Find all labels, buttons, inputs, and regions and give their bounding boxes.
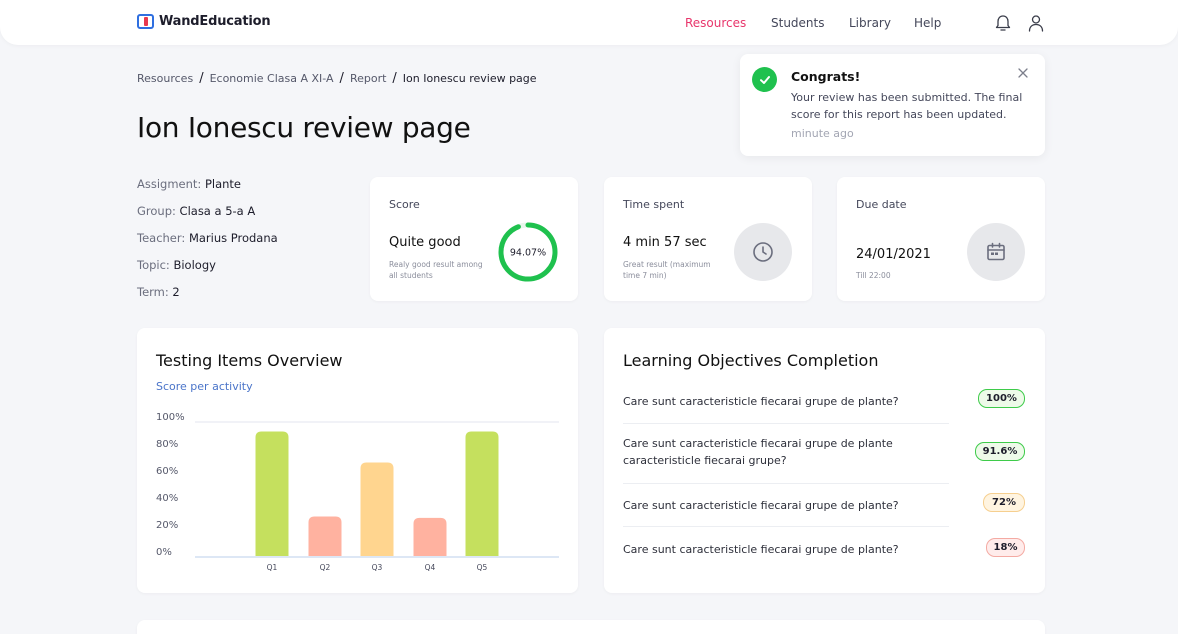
breadcrumb-resources[interactable]: Resources	[137, 72, 194, 85]
y-tick-label: 40%	[156, 493, 179, 504]
assignment-meta: Assigment: Plante Group: Clasa a 5-a A T…	[137, 177, 278, 312]
objective-percent-badge: 18%	[986, 538, 1025, 557]
x-tick-label: Q3	[371, 563, 383, 572]
objective-divider	[623, 423, 949, 424]
bar-q3	[360, 462, 394, 557]
check-icon	[752, 67, 777, 92]
nav-help[interactable]: Help	[914, 16, 942, 30]
score-description: Realy good result among all students	[389, 260, 483, 280]
top-header: WandEducation Resources Students Library…	[0, 0, 1178, 45]
nav-students[interactable]: Students	[771, 16, 825, 30]
x-tick-label: Q5	[476, 563, 488, 572]
objective-text: Care sunt caracteristicle fiecarai grupe…	[623, 499, 899, 512]
nav-resources[interactable]: Resources	[685, 16, 747, 30]
x-tick-label: Q2	[319, 563, 331, 572]
meta-label: Term:	[137, 285, 169, 299]
brand-name: WandEducation	[159, 14, 271, 29]
objective-divider	[623, 483, 949, 484]
time-title: Time spent	[623, 198, 685, 211]
breadcrumb-current: Ion Ionescu review page	[402, 72, 537, 85]
toast-timestamp: minute ago	[791, 127, 854, 140]
nav-library[interactable]: Library	[849, 16, 891, 30]
user-icon[interactable]	[1026, 13, 1046, 33]
time-value: 4 min 57 sec	[623, 235, 707, 250]
bar-q5	[465, 431, 499, 557]
meta-value: Plante	[204, 177, 242, 191]
bell-icon[interactable]	[993, 13, 1013, 33]
bar-q1	[255, 431, 289, 557]
meta-value: Clasa a 5-a A	[179, 204, 256, 218]
score-ring: 94.07%	[498, 222, 558, 282]
calendar-icon	[987, 242, 1005, 261]
meta-topic: Topic: Biology	[137, 258, 278, 285]
y-tick-label: 100%	[156, 412, 185, 423]
bar-chart	[195, 421, 559, 558]
x-tick-label: Q1	[266, 563, 278, 572]
meta-label: Topic:	[137, 258, 170, 272]
breadcrumb-class[interactable]: Economie Clasa A XI-A	[209, 72, 334, 85]
y-tick-label: 60%	[156, 466, 179, 477]
objective-percent-badge: 100%	[978, 389, 1025, 408]
bar-q2	[308, 516, 342, 557]
brand-logo[interactable]: WandEducation	[137, 14, 271, 29]
breadcrumb: Resources / Economie Clasa A XI-A / Repo…	[137, 72, 537, 85]
objective-percent-badge: 72%	[983, 493, 1025, 512]
objective-divider	[623, 526, 949, 527]
clock-icon	[753, 242, 773, 262]
breadcrumb-separator: /	[339, 71, 344, 86]
meta-label: Assigment:	[137, 177, 202, 191]
toast-title: Congrats!	[791, 69, 861, 84]
score-title: Score	[389, 198, 420, 211]
meta-value: Biology	[173, 258, 216, 272]
time-description: Great result (maximum time 7 min)	[623, 260, 711, 280]
breadcrumb-report[interactable]: Report	[349, 72, 387, 85]
breadcrumb-separator: /	[199, 71, 204, 86]
meta-term: Term: 2	[137, 285, 278, 312]
x-tick-label: Q4	[424, 563, 436, 572]
testing-overview-panel: Testing Items Overview Score per activit…	[137, 328, 578, 593]
meta-value: Marius Prodana	[188, 231, 278, 245]
meta-value: 2	[172, 285, 180, 299]
meta-assignment: Assigment: Plante	[137, 177, 278, 204]
meta-teacher: Teacher: Marius Prodana	[137, 231, 278, 258]
meta-label: Group:	[137, 204, 176, 218]
toast-message: Your review has been submitted. The fina…	[791, 91, 1023, 121]
clock-icon-wrap	[734, 223, 792, 281]
objectives-title: Learning Objectives Completion	[623, 351, 879, 370]
objective-text: Care sunt caracteristicle fiecarai grupe…	[623, 437, 893, 467]
due-date-value: 24/01/2021	[856, 247, 931, 262]
due-time: Till 22:00	[856, 271, 891, 280]
close-icon[interactable]	[1016, 66, 1030, 80]
due-date-card: Due date 24/01/2021 Till 22:00	[837, 177, 1045, 301]
objective-percent-badge: 91.6%	[975, 442, 1025, 461]
objective-text: Care sunt caracteristicle fiecarai grupe…	[623, 543, 899, 556]
y-tick-label: 20%	[156, 520, 179, 531]
logo-icon	[137, 14, 154, 29]
score-card: Score Quite good Realy good result among…	[370, 177, 578, 301]
page-title: Ion Ionescu review page	[137, 111, 471, 144]
breadcrumb-separator: /	[392, 71, 397, 86]
y-tick-label: 80%	[156, 439, 179, 450]
next-section-card	[137, 620, 1045, 634]
due-title: Due date	[856, 198, 907, 211]
time-card: Time spent 4 min 57 sec Great result (ma…	[604, 177, 812, 301]
y-tick-label: 0%	[156, 547, 172, 558]
score-value: 94.07%	[510, 248, 546, 259]
success-toast: Congrats! Your review has been submitted…	[740, 54, 1045, 156]
calendar-icon-wrap	[967, 223, 1025, 281]
meta-group: Group: Clasa a 5-a A	[137, 204, 278, 231]
testing-overview-subtitle: Score per activity	[156, 380, 253, 393]
bar-q4	[413, 517, 447, 557]
objective-text: Care sunt caracteristicle fiecarai grupe…	[623, 395, 899, 408]
learning-objectives-panel: Learning Objectives Completion Care sunt…	[604, 328, 1045, 593]
meta-label: Teacher:	[137, 231, 186, 245]
score-label: Quite good	[389, 235, 461, 250]
testing-overview-title: Testing Items Overview	[156, 351, 343, 370]
